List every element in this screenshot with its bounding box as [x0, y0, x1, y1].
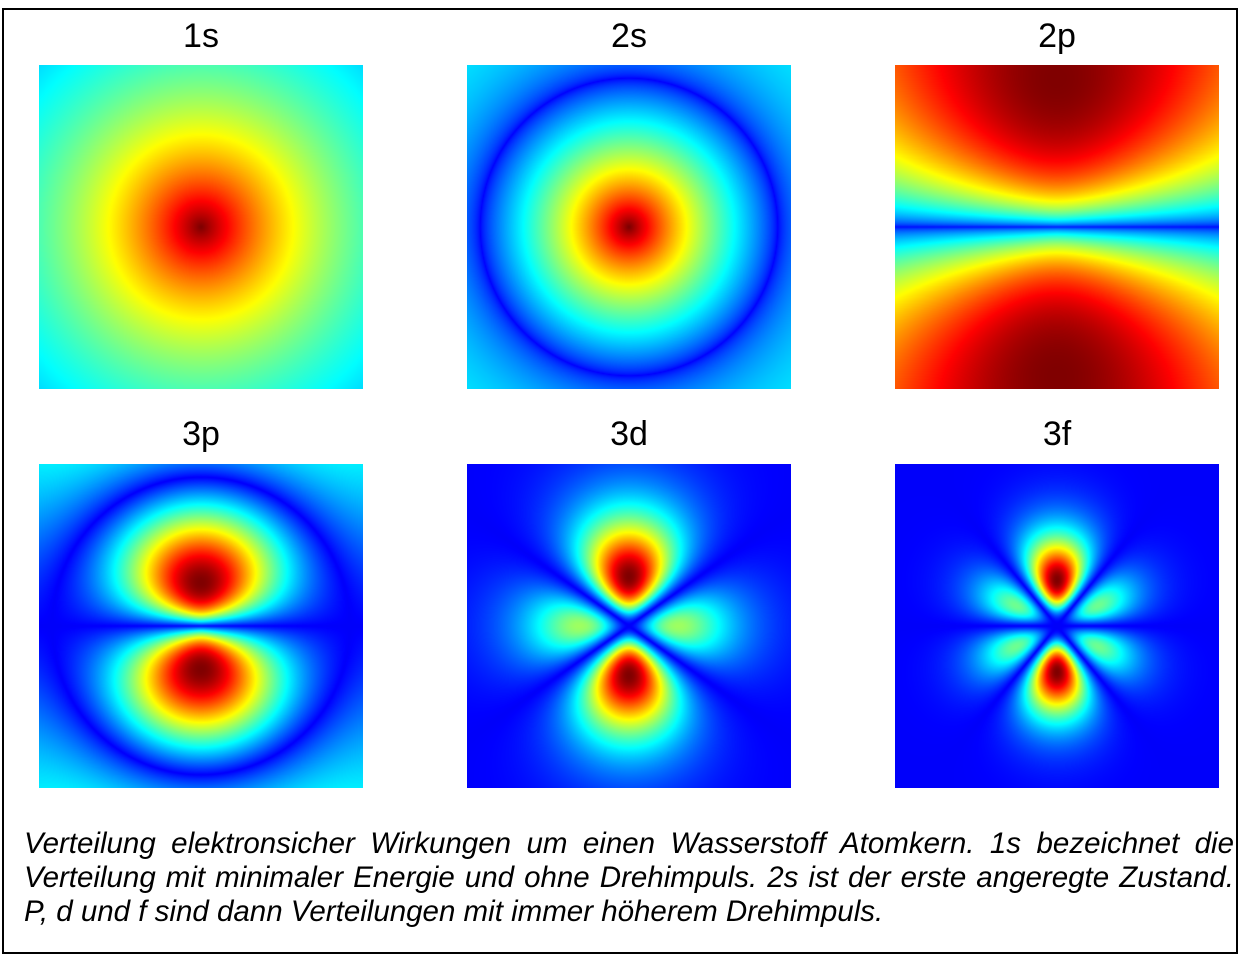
orbital-plot-2s	[467, 65, 791, 389]
orbital-title-1s: 1s	[183, 17, 219, 55]
orbital-title-3d: 3d	[610, 415, 648, 453]
orbital-title-3f: 3f	[1042, 415, 1072, 453]
orbital-title-2s: 2s	[611, 17, 647, 55]
orbital-title-2p: 2p	[1038, 17, 1076, 55]
figure-caption: Verteilung elektronsicher Wirkungen um e…	[24, 827, 1234, 928]
orbital-plot-3f	[895, 464, 1219, 788]
orbital-plot-2p	[895, 65, 1219, 389]
orbital-plot-3d	[467, 464, 791, 788]
orbital-plot-3p	[39, 464, 363, 788]
orbital-title-3p: 3p	[182, 415, 220, 453]
orbital-plot-1s	[39, 65, 363, 389]
